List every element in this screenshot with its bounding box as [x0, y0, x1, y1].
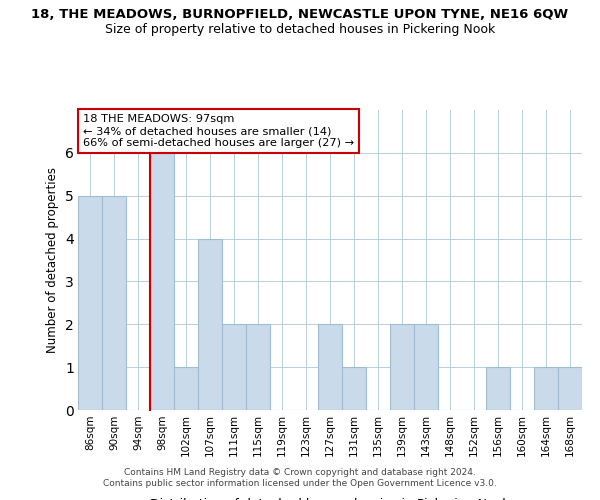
Bar: [246, 324, 270, 410]
Bar: [78, 196, 102, 410]
Text: Size of property relative to detached houses in Pickering Nook: Size of property relative to detached ho…: [105, 22, 495, 36]
X-axis label: Distribution of detached houses by size in Pickering Nook: Distribution of detached houses by size …: [150, 498, 510, 500]
Bar: [342, 367, 366, 410]
Bar: [102, 196, 126, 410]
Text: Contains HM Land Registry data © Crown copyright and database right 2024.
Contai: Contains HM Land Registry data © Crown c…: [103, 468, 497, 487]
Bar: [534, 367, 558, 410]
Text: 18, THE MEADOWS, BURNOPFIELD, NEWCASTLE UPON TYNE, NE16 6QW: 18, THE MEADOWS, BURNOPFIELD, NEWCASTLE …: [31, 8, 569, 20]
Bar: [222, 324, 246, 410]
Bar: [174, 367, 198, 410]
Bar: [558, 367, 582, 410]
Bar: [198, 238, 222, 410]
Bar: [390, 324, 414, 410]
Bar: [150, 153, 174, 410]
Bar: [414, 324, 438, 410]
Text: 18 THE MEADOWS: 97sqm
← 34% of detached houses are smaller (14)
66% of semi-deta: 18 THE MEADOWS: 97sqm ← 34% of detached …: [83, 114, 354, 148]
Y-axis label: Number of detached properties: Number of detached properties: [46, 167, 59, 353]
Bar: [486, 367, 510, 410]
Bar: [318, 324, 342, 410]
